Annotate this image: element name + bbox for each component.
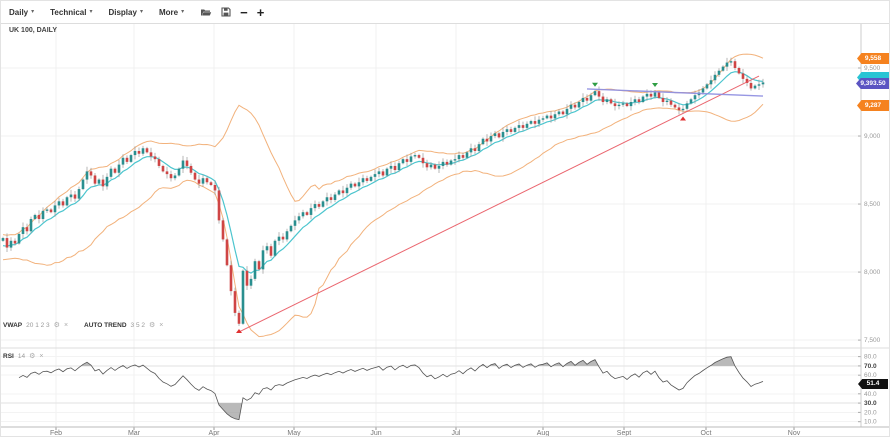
ma-value-badge [857, 72, 889, 83]
month-label: Jul [452, 430, 461, 437]
axis-labels: Feb Mar Apr May Jun Jul Aug Sept Oct Nov 9,500 9,00… [50, 65, 881, 437]
price-axis-label: 8,500 [864, 201, 881, 208]
menu-timeframe[interactable]: Daily ▾ [9, 8, 34, 17]
chevron-down-icon: ▾ [89, 9, 93, 15]
rsi-indicator-row: RSI 14 ⚙ × [3, 352, 55, 361]
auto-trend-indicator: AUTO TREND 3 5 2 ⚙ × [84, 321, 164, 330]
rsi-indicator-params: 14 [17, 352, 26, 360]
toolbar: Daily ▾ Technical ▾ Display ▾ More ▾ [1, 1, 889, 24]
rsi-axis-label: 40.0 [864, 391, 877, 398]
buy-arrow-icon [680, 116, 686, 121]
zoom-in-button[interactable]: + [257, 6, 265, 19]
folder-open-icon [201, 9, 212, 16]
buy-arrow-icon [236, 328, 242, 333]
auto-trend-resistance[interactable] [586, 88, 764, 97]
auto-trend-support[interactable] [238, 75, 760, 333]
price-axis-label: 9,500 [864, 65, 881, 72]
vwap-indicator-name: VWAP [3, 321, 23, 329]
upper-band-badge: 9,558 [857, 53, 889, 64]
month-label: Nov [788, 430, 801, 437]
signal-markers [236, 82, 686, 333]
month-label: Oct [701, 430, 712, 437]
chevron-down-icon: ▾ [31, 9, 35, 15]
month-label: Mar [128, 430, 141, 437]
save-icon [221, 7, 231, 17]
menu-display[interactable]: Display ▾ [108, 8, 142, 17]
chevron-down-icon: ▾ [181, 9, 185, 15]
vwap-indicator-params: 20 1 2 3 [26, 321, 50, 329]
rsi-axis-label: 20.0 [864, 409, 877, 416]
rsi-plot [18, 356, 764, 421]
month-label: Jun [370, 430, 381, 437]
zoom-out-button[interactable]: − [240, 6, 248, 19]
sell-arrow-icon [592, 82, 598, 87]
close-icon[interactable]: × [159, 321, 164, 329]
current-price-badge: 9,393.50 [856, 78, 889, 89]
close-icon[interactable]: × [63, 321, 69, 329]
rsi-value-badge: 51.4 [858, 379, 888, 389]
price-axis-label: 9,000 [864, 133, 881, 140]
rsi-axis-label: 80.0 [864, 354, 877, 361]
bollinger-bands [2, 53, 764, 338]
menu-more-label: More [158, 7, 179, 17]
gridlines [1, 23, 889, 430]
menu-technical-label: Technical [50, 7, 87, 17]
price-axis-label: 7,500 [864, 337, 881, 344]
rsi-axis-label: 60.0 [864, 372, 877, 379]
chevron-down-icon: ▾ [139, 9, 143, 15]
auto-trend-indicator-name: AUTO TREND [84, 321, 127, 329]
rsi-axis-label: 30.0 [864, 400, 877, 407]
menu-more[interactable]: More ▾ [159, 8, 184, 17]
month-label: May [287, 430, 301, 437]
minus-icon: − [240, 4, 248, 20]
sell-arrow-icon [652, 83, 658, 88]
lower-band-badge: 9,287 [857, 100, 889, 111]
candlestick-series [1, 57, 765, 326]
month-label: Aug [537, 430, 550, 437]
open-chart-button[interactable] [200, 7, 212, 17]
price-pane-indicator-row: VWAP 20 1 2 3 ⚙ × AUTO TREND 3 5 2 ⚙ × [3, 321, 175, 330]
menu-timeframe-label: Daily [9, 7, 29, 17]
save-chart-button[interactable] [221, 7, 231, 17]
close-icon[interactable]: × [39, 352, 44, 360]
vwap-line [2, 71, 764, 274]
rsi-axis-label: 70.0 [864, 363, 877, 370]
rsi-indicator: RSI 14 ⚙ × [3, 352, 44, 361]
auto-trend-indicator-params: 3 5 2 [130, 321, 145, 329]
plus-icon: + [256, 4, 265, 20]
gear-icon[interactable]: ⚙ [149, 322, 156, 329]
rsi-indicator-name: RSI [3, 352, 14, 360]
menu-technical[interactable]: Technical ▾ [50, 8, 92, 17]
month-label: Sept [617, 430, 631, 437]
rsi-axis-label: 10.0 [864, 419, 877, 426]
month-label: Feb [50, 430, 62, 437]
vwap-indicator: VWAP 20 1 2 3 ⚙ × [3, 321, 69, 330]
symbol-label: UK 100, DAILY [9, 27, 57, 34]
gear-icon[interactable]: ⚙ [53, 322, 60, 329]
menu-display-label: Display [108, 7, 137, 17]
price-axis-label: 8,000 [864, 269, 881, 276]
month-label: Apr [209, 430, 221, 437]
gear-icon[interactable]: ⚙ [29, 353, 36, 360]
